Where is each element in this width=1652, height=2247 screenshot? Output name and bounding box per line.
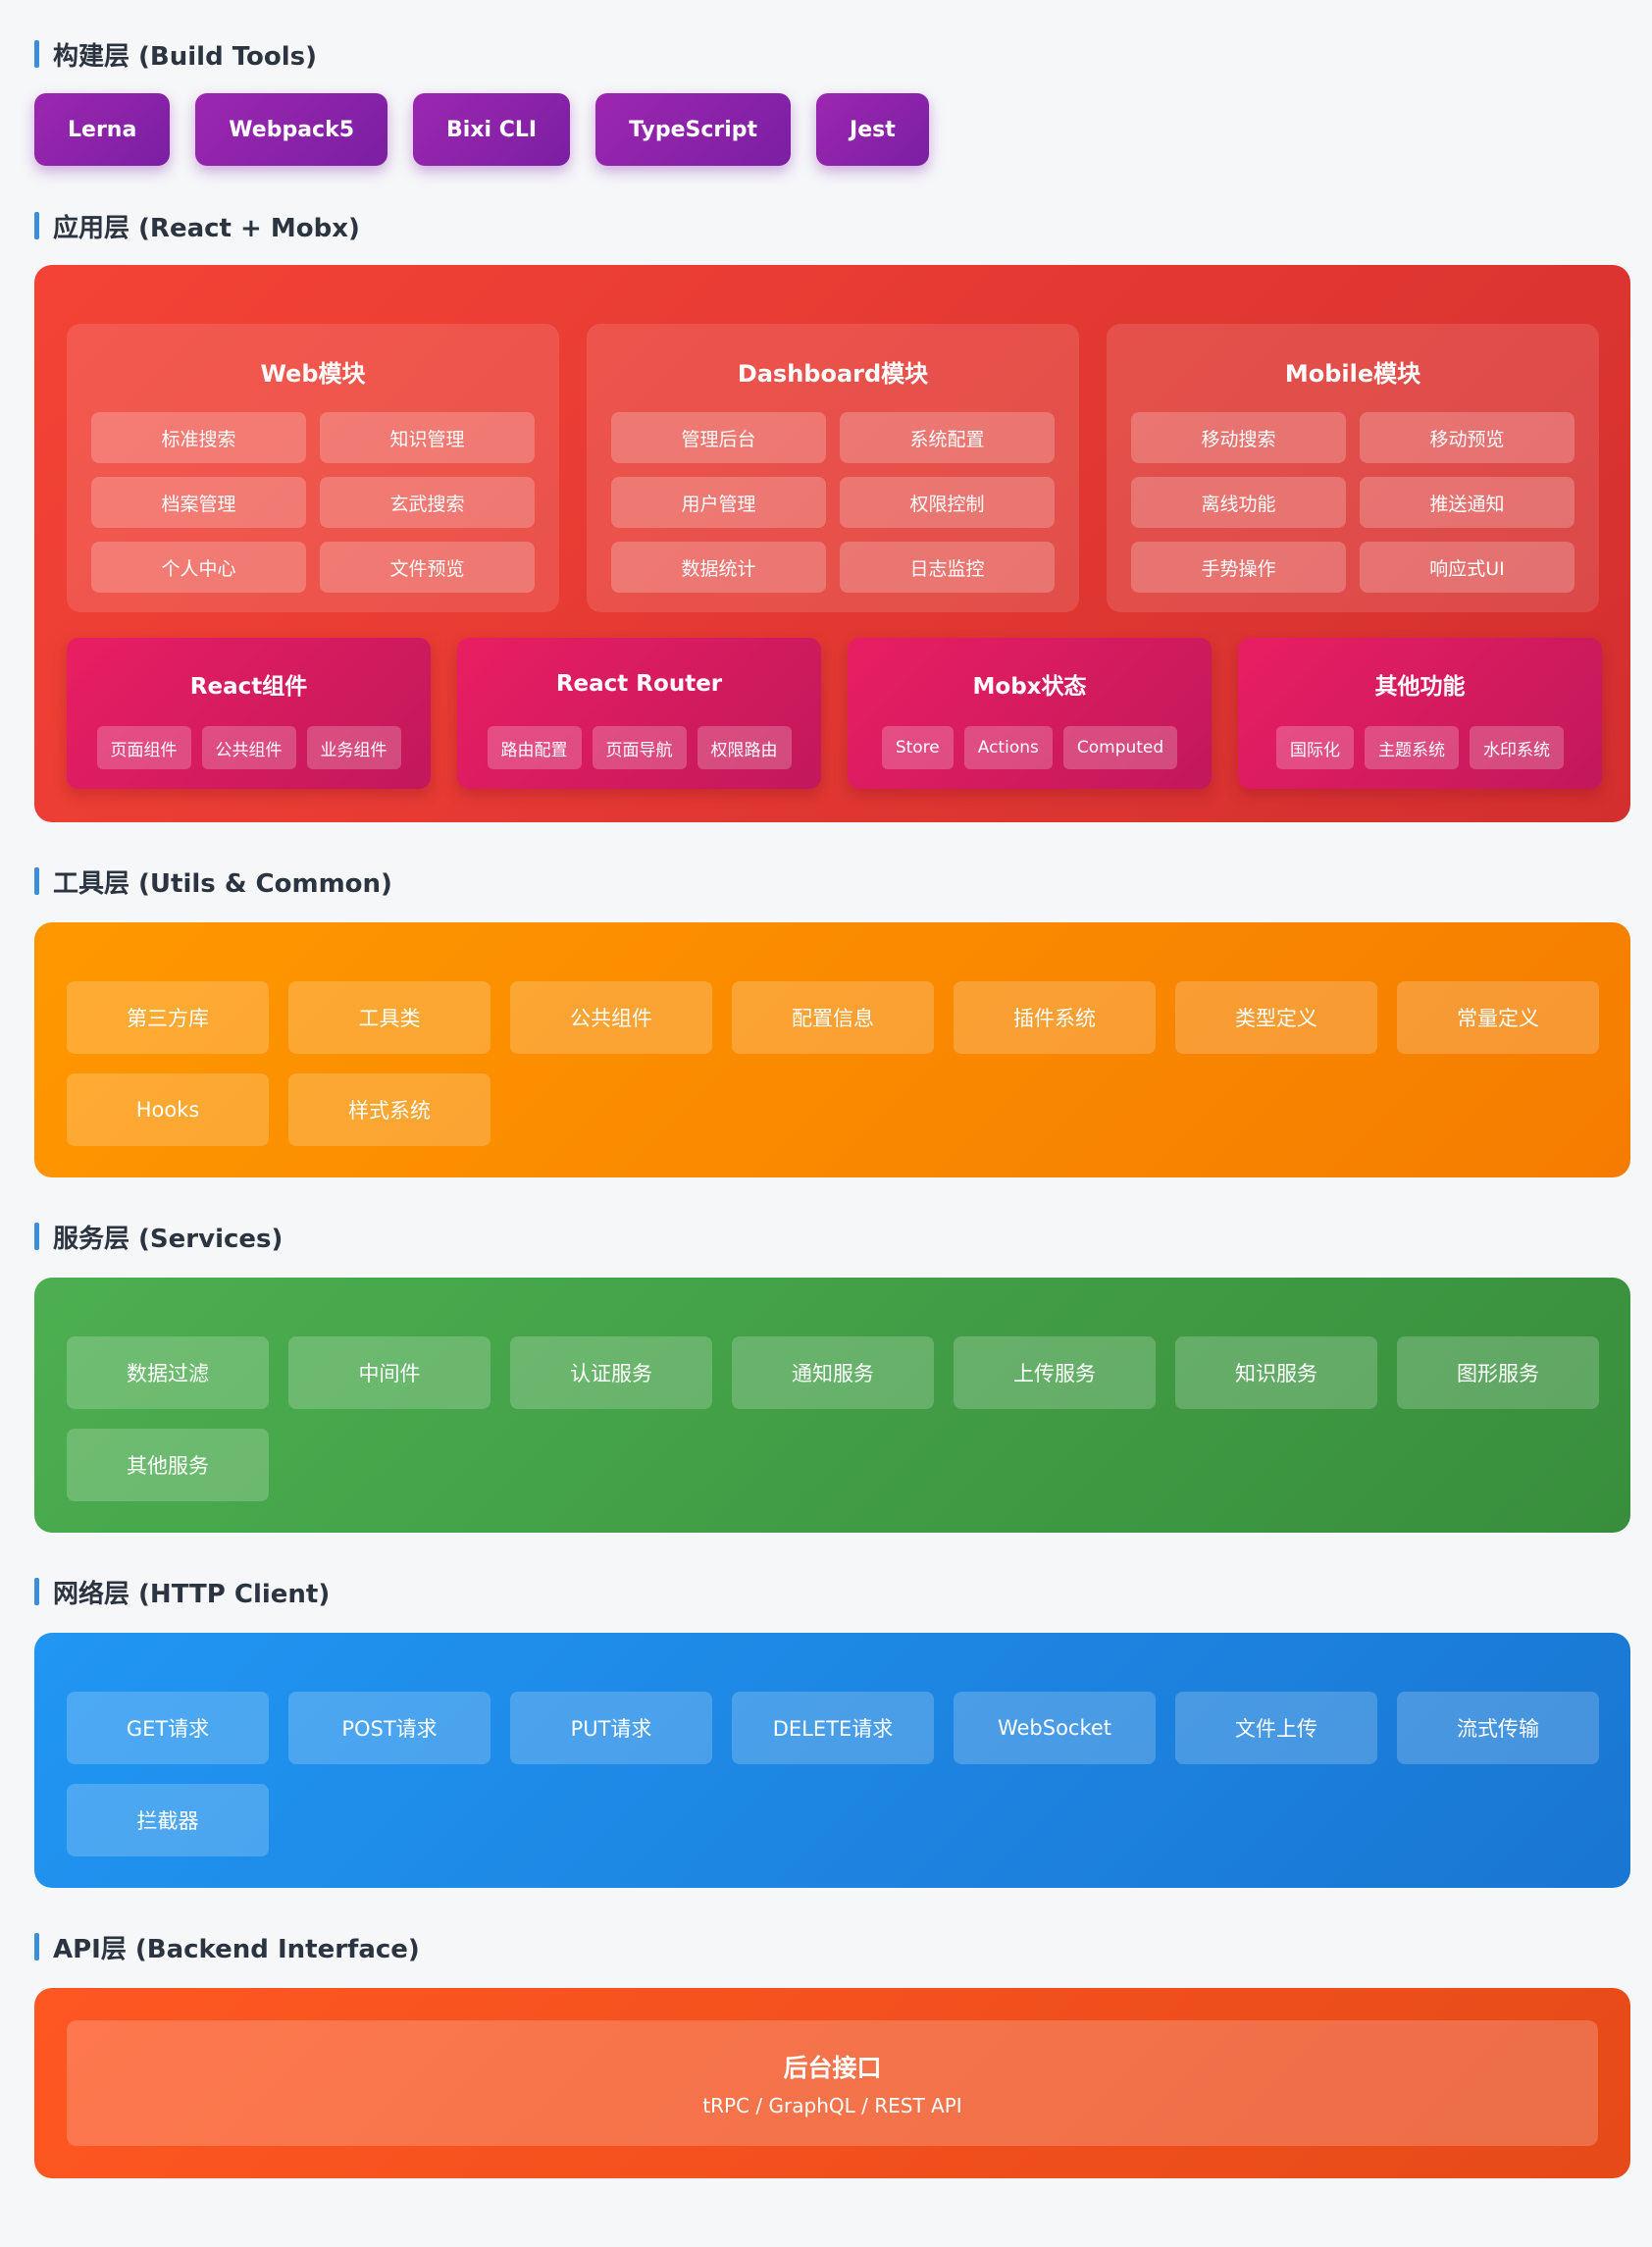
utils-item[interactable]: 样式系统: [288, 1073, 490, 1146]
dashboard-module: Dashboard模块 管理后台 系统配置 用户管理 权限控制 数据统计 日志监…: [587, 324, 1079, 612]
utils-item[interactable]: 配置信息: [732, 981, 934, 1054]
network-layer-title: 网络层 (HTTP Client): [34, 1572, 330, 1611]
build-tool-lerna[interactable]: Lerna: [34, 93, 171, 166]
network-item[interactable]: GET请求: [67, 1692, 269, 1764]
build-layer-title: 构建层 (Build Tools): [34, 34, 317, 74]
build-tool-jest[interactable]: Jest: [816, 93, 929, 166]
services-item[interactable]: 其他服务: [67, 1429, 269, 1501]
backend-interface-subtitle: tRPC / GraphQL / REST API: [702, 2094, 962, 2117]
subsystem-tag[interactable]: 水印系统: [1470, 726, 1564, 769]
module-item[interactable]: 玄武搜索: [320, 477, 535, 528]
subsystem-tag[interactable]: 公共组件: [201, 726, 296, 769]
network-layer-panel: GET请求 POST请求 PUT请求 DELETE请求 WebSocket 文件…: [34, 1633, 1630, 1888]
build-tool-typescript[interactable]: TypeScript: [595, 93, 792, 166]
module-item[interactable]: 管理后台: [611, 412, 826, 463]
subsystem-title: Mobx状态: [972, 674, 1087, 700]
module-item[interactable]: 手势操作: [1131, 542, 1346, 593]
module-item[interactable]: 个人中心: [91, 542, 306, 593]
mobile-module: Mobile模块 移动搜索 移动预览 离线功能 推送通知 手势操作 响应式UI: [1107, 324, 1599, 612]
build-tool-webpack5[interactable]: Webpack5: [195, 93, 388, 166]
build-tools-row: Lerna Webpack5 Bixi CLI TypeScript Jest: [34, 93, 929, 166]
other-features-box: 其他功能 国际化 主题系统 水印系统: [1238, 638, 1602, 789]
subsystem-tag[interactable]: 页面组件: [96, 726, 191, 769]
subsystem-tag[interactable]: Actions: [963, 726, 1053, 769]
utils-layer-title: 工具层 (Utils & Common): [34, 862, 392, 901]
api-layer-title: API层 (Backend Interface): [34, 1927, 420, 1966]
services-item[interactable]: 数据过滤: [67, 1336, 269, 1409]
network-item[interactable]: 流式传输: [1397, 1692, 1599, 1764]
module-title: Dashboard模块: [737, 359, 929, 388]
services-item[interactable]: 上传服务: [954, 1336, 1156, 1409]
network-item[interactable]: POST请求: [288, 1692, 490, 1764]
subsystem-tag[interactable]: 页面导航: [592, 726, 687, 769]
utils-item[interactable]: 工具类: [288, 981, 490, 1054]
module-title: Web模块: [260, 359, 366, 388]
module-title: Mobile模块: [1284, 359, 1421, 388]
app-layer-title: 应用层 (React + Mobx): [34, 206, 360, 245]
subsystem-tag[interactable]: 国际化: [1276, 726, 1354, 769]
subsystem-tag[interactable]: 权限路由: [697, 726, 792, 769]
network-item[interactable]: 文件上传: [1175, 1692, 1377, 1764]
services-layer-title: 服务层 (Services): [34, 1217, 283, 1256]
subsystem-tag[interactable]: Store: [881, 726, 954, 769]
utils-item[interactable]: 插件系统: [954, 981, 1156, 1054]
module-item[interactable]: 移动预览: [1360, 412, 1575, 463]
api-layer-panel: 后台接口 tRPC / GraphQL / REST API: [34, 1988, 1630, 2178]
mobx-state-box: Mobx状态 Store Actions Computed: [848, 638, 1212, 789]
utils-layer-panel: 第三方库 工具类 公共组件 配置信息 插件系统 类型定义 常量定义 Hooks …: [34, 922, 1630, 1177]
subsystem-tag[interactable]: 路由配置: [487, 726, 582, 769]
backend-interface-box[interactable]: 后台接口 tRPC / GraphQL / REST API: [67, 2020, 1598, 2146]
module-item[interactable]: 日志监控: [840, 542, 1055, 593]
module-item[interactable]: 档案管理: [91, 477, 306, 528]
utils-item[interactable]: Hooks: [67, 1073, 269, 1146]
services-item[interactable]: 中间件: [288, 1336, 490, 1409]
services-item[interactable]: 知识服务: [1175, 1336, 1377, 1409]
network-item[interactable]: DELETE请求: [732, 1692, 934, 1764]
subsystem-tag[interactable]: 主题系统: [1365, 726, 1459, 769]
react-router-box: React Router 路由配置 页面导航 权限路由: [457, 638, 821, 789]
backend-interface-title: 后台接口: [783, 2054, 882, 2082]
module-item[interactable]: 离线功能: [1131, 477, 1346, 528]
module-item[interactable]: 系统配置: [840, 412, 1055, 463]
utils-item[interactable]: 第三方库: [67, 981, 269, 1054]
subsystem-title: 其他功能: [1374, 674, 1466, 700]
utils-item[interactable]: 类型定义: [1175, 981, 1377, 1054]
web-module: Web模块 标准搜索 知识管理 档案管理 玄武搜索 个人中心 文件预览: [67, 324, 559, 612]
services-item[interactable]: 图形服务: [1397, 1336, 1599, 1409]
module-item[interactable]: 数据统计: [611, 542, 826, 593]
network-item[interactable]: 拦截器: [67, 1784, 269, 1856]
module-item[interactable]: 响应式UI: [1360, 542, 1575, 593]
module-item[interactable]: 权限控制: [840, 477, 1055, 528]
subsystem-title: React组件: [189, 674, 308, 700]
app-layer-panel: Web模块 标准搜索 知识管理 档案管理 玄武搜索 个人中心 文件预览 Dash…: [34, 265, 1630, 822]
module-item[interactable]: 知识管理: [320, 412, 535, 463]
build-tool-bixi-cli[interactable]: Bixi CLI: [413, 93, 571, 166]
module-item[interactable]: 文件预览: [320, 542, 535, 593]
utils-item[interactable]: 公共组件: [510, 981, 712, 1054]
services-item[interactable]: 通知服务: [732, 1336, 934, 1409]
module-item[interactable]: 标准搜索: [91, 412, 306, 463]
module-item[interactable]: 推送通知: [1360, 477, 1575, 528]
network-item[interactable]: PUT请求: [510, 1692, 712, 1764]
subsystem-title: React Router: [555, 671, 723, 697]
module-item[interactable]: 用户管理: [611, 477, 826, 528]
subsystem-tag[interactable]: Computed: [1062, 726, 1178, 769]
module-item[interactable]: 移动搜索: [1131, 412, 1346, 463]
utils-item[interactable]: 常量定义: [1397, 981, 1599, 1054]
services-layer-panel: 数据过滤 中间件 认证服务 通知服务 上传服务 知识服务 图形服务 其他服务: [34, 1278, 1630, 1533]
services-item[interactable]: 认证服务: [510, 1336, 712, 1409]
subsystem-tag[interactable]: 业务组件: [306, 726, 401, 769]
network-item[interactable]: WebSocket: [954, 1692, 1156, 1764]
react-components-box: React组件 页面组件 公共组件 业务组件: [67, 638, 431, 789]
